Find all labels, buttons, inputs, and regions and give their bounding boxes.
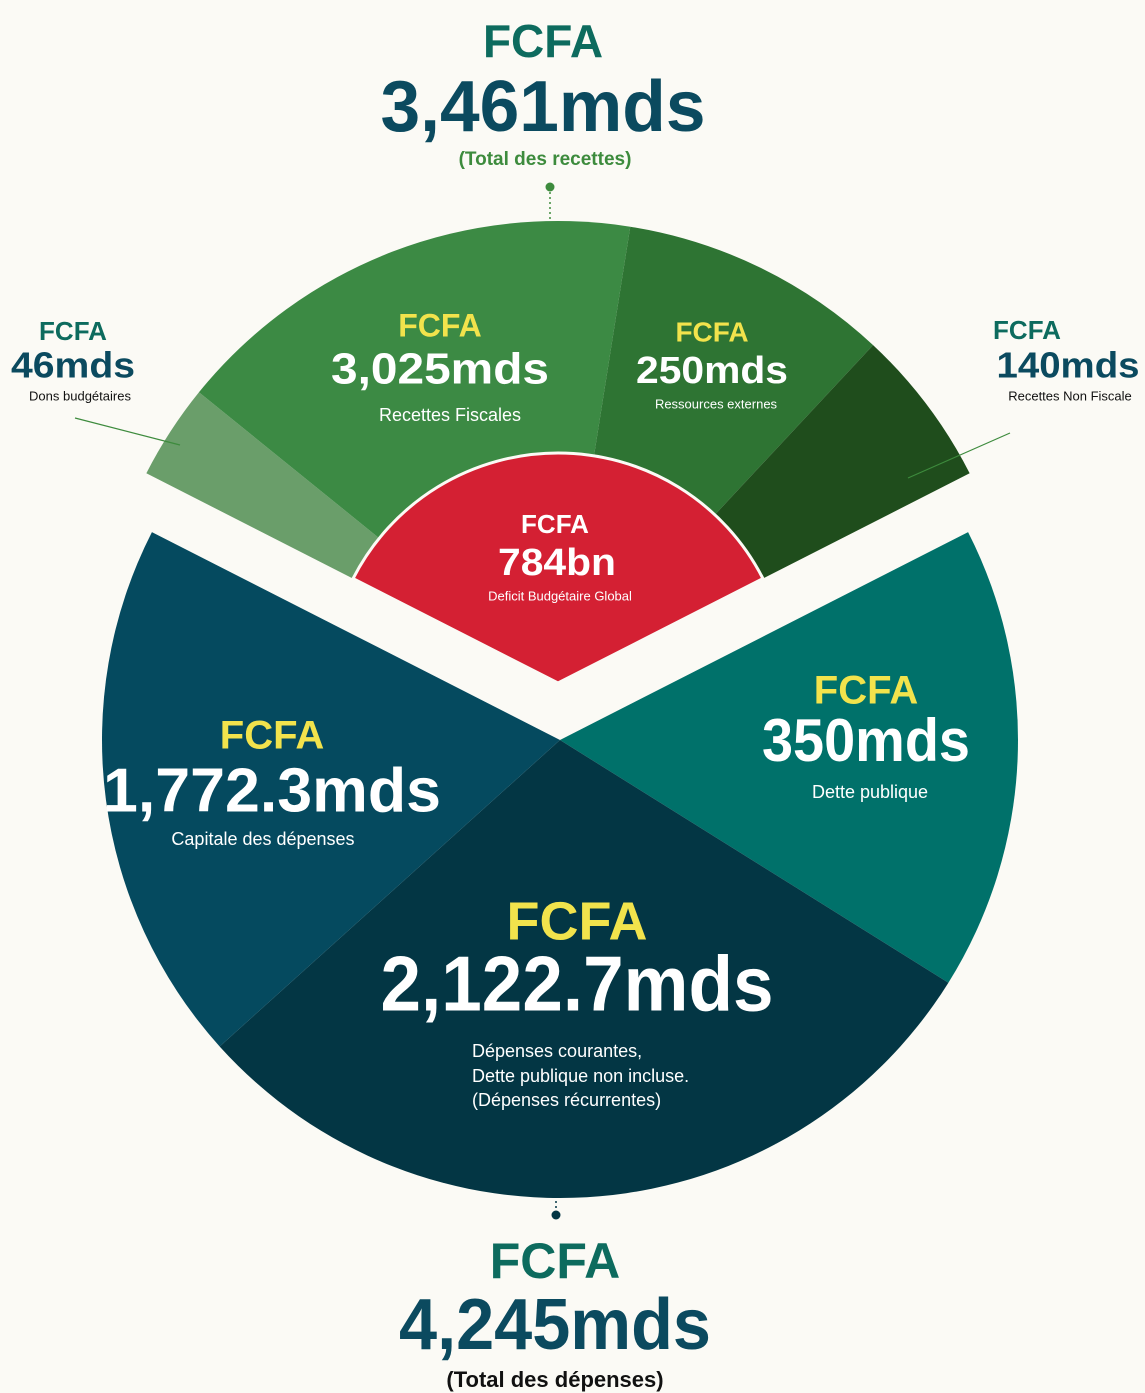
caption: (Total des recettes) [459, 149, 632, 170]
label: Dette publique [812, 782, 928, 802]
callout [74, 417, 181, 446]
segment [560, 532, 1019, 983]
currency: FCFA [398, 307, 482, 343]
label: Dons budgétaires [29, 388, 131, 403]
amount: 4,245mds [399, 1285, 711, 1365]
amount: 140mds [997, 345, 1140, 386]
currency: FCFA [521, 509, 589, 539]
segments [101, 221, 1019, 1198]
currency: FCFA [675, 316, 748, 347]
amount: 2,122.7mds [381, 940, 774, 1028]
label: Ressources externes [655, 396, 778, 411]
amount: 784bn [498, 542, 616, 584]
amount: 46mds [11, 345, 135, 386]
label: (Dépenses récurrentes) [472, 1090, 661, 1110]
segment [101, 532, 560, 1047]
deficit-segment [351, 451, 765, 685]
currency: FCFA [507, 891, 648, 951]
caption: (Total des dépenses) [446, 1367, 663, 1392]
label: Dette publique non incluse. [472, 1066, 689, 1086]
label: Dépenses courantes, [472, 1041, 642, 1061]
amount: 3,461mds [381, 67, 706, 147]
segment [219, 740, 949, 1198]
callout [907, 432, 1011, 479]
amount: 1,772.3mds [103, 756, 441, 825]
amount: 3,025mds [331, 345, 549, 394]
currency: FCFA [490, 1233, 621, 1289]
amount: 250mds [636, 350, 788, 392]
label: Deficit Budgétaire Global [488, 588, 632, 603]
amount: 350mds [762, 707, 970, 774]
currency: FCFA [814, 669, 918, 713]
currency: FCFA [39, 316, 107, 346]
callout-dot [551, 1210, 561, 1220]
currency: FCFA [483, 15, 603, 67]
currency: FCFA [993, 315, 1061, 345]
label: Capitale des dépenses [171, 829, 354, 849]
callout-dot [545, 182, 555, 192]
label: Recettes Non Fiscale [1008, 388, 1132, 403]
currency: FCFA [220, 714, 324, 758]
label: Recettes Fiscales [379, 405, 521, 425]
